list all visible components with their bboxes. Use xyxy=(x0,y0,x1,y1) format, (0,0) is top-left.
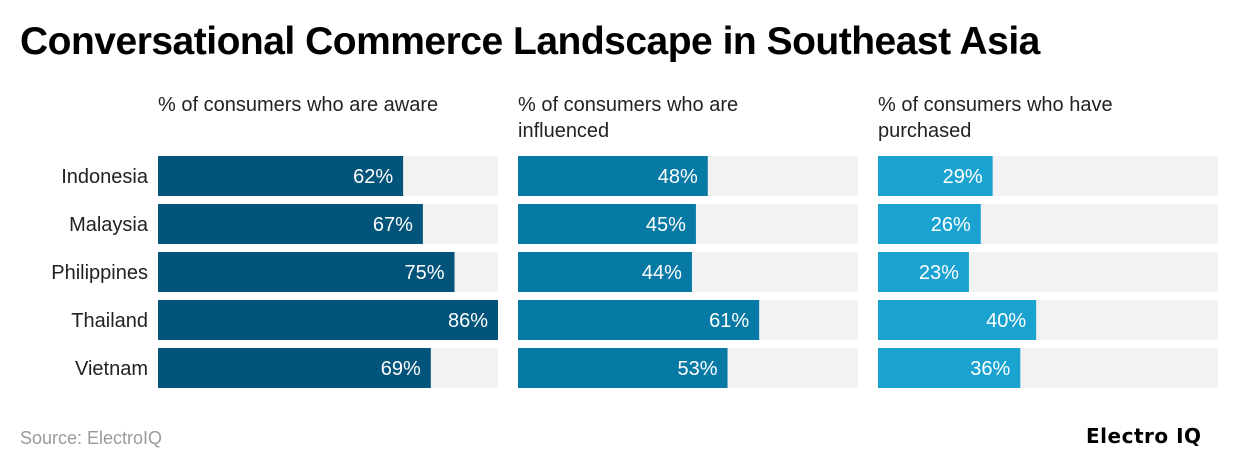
data-label: 45% xyxy=(646,214,686,236)
bar xyxy=(158,348,431,388)
data-label: 26% xyxy=(931,214,971,236)
bar xyxy=(878,348,1021,388)
bar xyxy=(158,156,404,196)
bar xyxy=(878,252,969,292)
data-label: 53% xyxy=(678,358,718,380)
bar xyxy=(878,300,1037,340)
data-label: 69% xyxy=(381,358,421,380)
series-header-influenced: % of consumers who are influenced xyxy=(518,94,739,142)
data-label: 36% xyxy=(970,358,1010,380)
bar xyxy=(158,252,455,292)
category-label: Thailand xyxy=(71,310,148,332)
bar xyxy=(518,156,708,196)
series-header-purchased: % of consumers who have purchased xyxy=(878,94,1113,142)
data-label: 40% xyxy=(986,310,1026,332)
series-header-aware: % of consumers who are aware xyxy=(158,94,439,116)
bar xyxy=(158,300,498,340)
data-label: 67% xyxy=(373,214,413,236)
data-label: 23% xyxy=(919,262,959,284)
data-label: 48% xyxy=(658,166,698,188)
data-label: 44% xyxy=(642,262,682,284)
data-label: 86% xyxy=(448,310,488,332)
bar xyxy=(518,300,760,340)
data-label: 62% xyxy=(353,166,393,188)
bar xyxy=(158,204,423,244)
chart-title: Conversational Commerce Landscape in Sou… xyxy=(20,20,1040,63)
category-label: Indonesia xyxy=(61,166,149,188)
brand-logo: Electro IQ xyxy=(1086,424,1202,448)
bar xyxy=(518,204,696,244)
data-label: 61% xyxy=(709,310,749,332)
source-note: Source: ElectroIQ xyxy=(20,428,163,448)
category-label: Vietnam xyxy=(75,358,148,380)
data-label: 75% xyxy=(404,262,444,284)
category-label: Philippines xyxy=(51,262,148,284)
bar xyxy=(518,252,692,292)
bar xyxy=(518,348,728,388)
data-label: 29% xyxy=(943,166,983,188)
category-label: Malaysia xyxy=(69,214,149,236)
bar xyxy=(878,156,993,196)
bar xyxy=(878,204,981,244)
